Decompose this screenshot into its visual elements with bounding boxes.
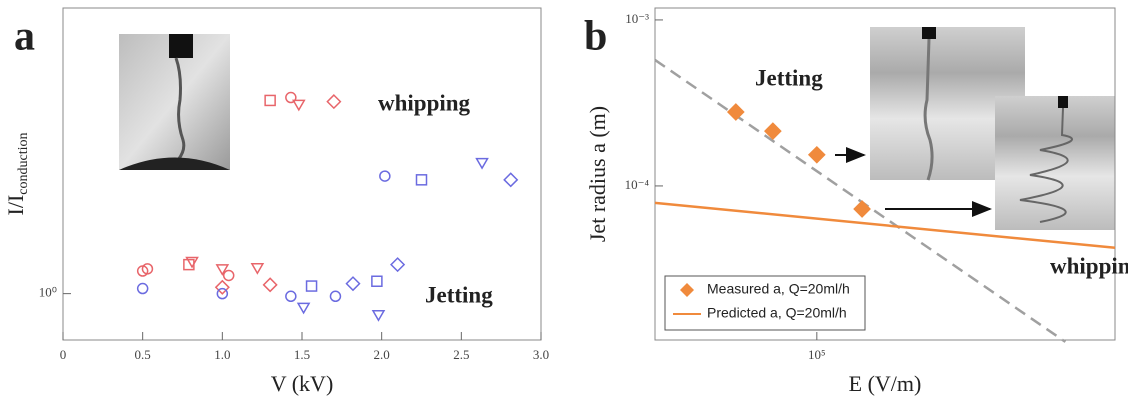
marker bbox=[371, 275, 383, 287]
marker bbox=[216, 287, 229, 300]
marker bbox=[726, 103, 745, 121]
marker bbox=[503, 172, 519, 188]
x-tick-label: 10⁵ bbox=[808, 347, 826, 362]
marker bbox=[807, 145, 826, 164]
marker bbox=[141, 263, 154, 275]
marker bbox=[853, 200, 871, 218]
x-tick-label: 3.0 bbox=[533, 347, 549, 362]
panel-label: b bbox=[584, 14, 607, 60]
marker bbox=[415, 174, 428, 186]
marker bbox=[292, 99, 306, 112]
marker bbox=[326, 94, 342, 110]
annotation: whipping bbox=[378, 90, 471, 115]
marker bbox=[764, 122, 782, 140]
legend-label: Predicted a, Q=20ml/h bbox=[707, 305, 847, 321]
x-tick-label: 1.5 bbox=[294, 347, 310, 362]
y-tick-label: 10⁻⁴ bbox=[625, 177, 650, 192]
x-tick-label: 2.0 bbox=[374, 347, 390, 362]
marker bbox=[345, 276, 361, 292]
y-axis-label-main: Jet radius a (m) bbox=[585, 106, 610, 242]
inset-photo bbox=[870, 27, 1115, 230]
marker bbox=[185, 256, 199, 269]
x-tick-label: 2.5 bbox=[453, 347, 469, 362]
y-tick-label: 10⁰ bbox=[39, 285, 57, 300]
legend-label: Measured a, Q=20ml/h bbox=[707, 281, 850, 297]
marker bbox=[262, 277, 278, 293]
x-axis-label: V (kV) bbox=[271, 371, 334, 396]
x-tick-label: 1.0 bbox=[214, 347, 230, 362]
x-tick-label: 0.5 bbox=[135, 347, 151, 362]
marker bbox=[264, 94, 276, 107]
y-axis-label-sub: conduction bbox=[16, 133, 31, 195]
marker bbox=[136, 282, 149, 295]
legend-marker bbox=[680, 283, 694, 297]
marker bbox=[214, 279, 230, 295]
marker bbox=[215, 264, 230, 276]
marker bbox=[371, 310, 386, 322]
y-tick-label: 10⁻³ bbox=[625, 11, 649, 26]
annotation: whipping bbox=[1050, 253, 1128, 278]
line bbox=[654, 58, 1067, 343]
panel-label: a bbox=[14, 14, 35, 60]
marker bbox=[250, 263, 265, 275]
annotation: Jetting bbox=[425, 282, 493, 307]
marker bbox=[379, 170, 391, 182]
marker bbox=[222, 269, 235, 282]
marker bbox=[296, 302, 311, 315]
legend-box bbox=[664, 275, 866, 331]
x-tick-label: 0 bbox=[60, 347, 67, 362]
marker bbox=[390, 257, 406, 273]
marker bbox=[285, 91, 297, 104]
y-axis-label-main: I/I bbox=[3, 195, 28, 216]
inset-photo bbox=[119, 34, 230, 170]
marker bbox=[285, 290, 297, 303]
y-axis-label: I/Iconduction bbox=[3, 133, 31, 216]
x-axis-label: E (V/m) bbox=[849, 371, 922, 396]
marker bbox=[329, 290, 342, 303]
marker bbox=[475, 157, 489, 170]
line bbox=[654, 201, 1116, 250]
marker bbox=[305, 280, 318, 292]
y-axis-label: Jet radius a (m) bbox=[585, 106, 610, 242]
annotation: Jetting bbox=[755, 65, 823, 90]
plot-frame bbox=[654, 7, 1116, 341]
